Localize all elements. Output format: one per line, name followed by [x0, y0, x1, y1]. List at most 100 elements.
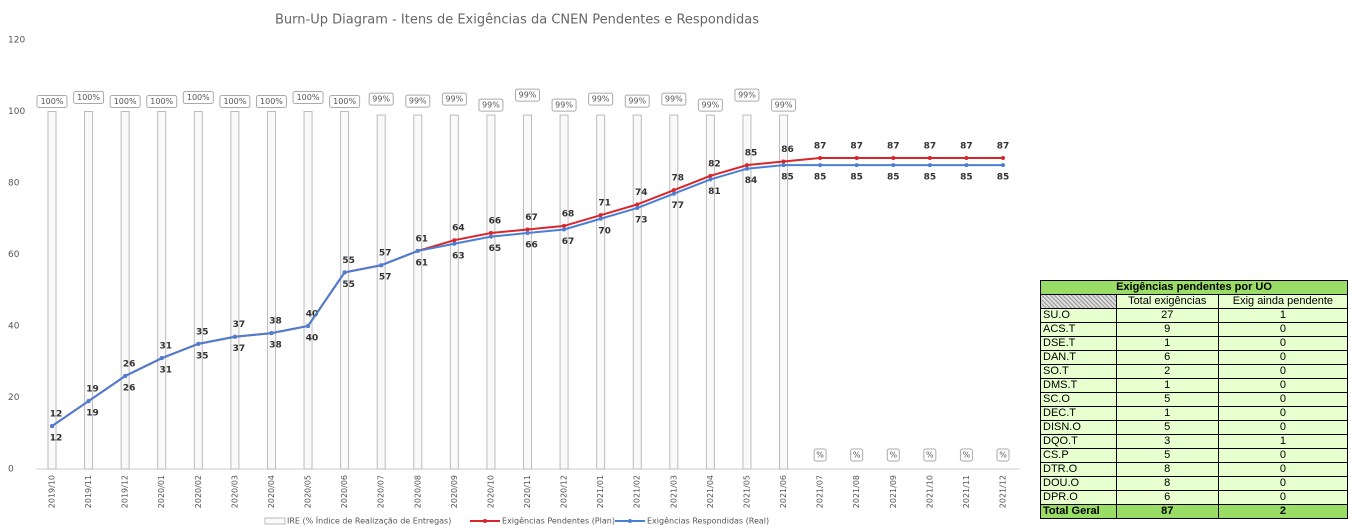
point: [781, 163, 786, 168]
legend-label: IRE (% Índice de Realização de Entregas): [287, 515, 451, 526]
point: [123, 374, 128, 379]
data-label: 87: [887, 141, 900, 151]
point: [342, 270, 347, 275]
x-tick-label: 2020/09: [450, 475, 459, 508]
table-cell: DISN.O: [1040, 420, 1117, 435]
table: Exigências pendentes por UO Total exigênc…: [1040, 280, 1349, 519]
x-tick-label: 2020/11: [523, 475, 532, 508]
point: [927, 155, 932, 160]
label-box: [850, 448, 864, 462]
point: [818, 163, 823, 168]
data-label: 40: [306, 310, 319, 320]
label-box: [515, 88, 540, 102]
table-row: Total Geral 87 2: [1040, 504, 1349, 519]
label-box: [146, 95, 178, 108]
table-cell: 8: [1115, 462, 1219, 477]
x-tick-label: 2019/10: [48, 475, 57, 508]
data-label: 70: [598, 226, 611, 236]
x-tick-label: 2021/04: [706, 475, 715, 508]
bar: [157, 111, 167, 470]
data-label: 12: [50, 434, 63, 444]
bar-label: %: [816, 451, 824, 460]
bar-label: 99%: [628, 97, 646, 106]
bar: [193, 111, 203, 470]
bar: [120, 111, 130, 470]
table-row: DISN.O 5 0: [1040, 420, 1349, 435]
table-row: DAN.T 6 0: [1040, 350, 1349, 365]
point: [818, 155, 823, 160]
table-cell: 5: [1115, 420, 1219, 435]
data-label: 78: [672, 174, 685, 184]
table-cell: DQO.T: [1040, 434, 1117, 449]
point: [196, 341, 201, 346]
bar-label: 100%: [297, 93, 320, 102]
label-box: [734, 88, 760, 102]
table-row: Total exigências Exig ainda pendente: [1040, 294, 1349, 309]
point: [635, 206, 640, 211]
point: [562, 223, 567, 228]
data-label: 57: [379, 249, 392, 259]
y-tick-label: 120: [8, 36, 25, 46]
label-box: [478, 98, 504, 112]
label-box: [959, 448, 973, 462]
x-tick-label: 2020/12: [560, 475, 569, 508]
data-label: 55: [342, 256, 355, 266]
data-label: 38: [269, 341, 282, 351]
label-box: [441, 92, 467, 106]
point: [635, 202, 640, 207]
table-cell: CS.P: [1040, 448, 1117, 463]
point: [488, 234, 493, 239]
data-label: 37: [233, 320, 246, 330]
bar: [413, 114, 423, 470]
x-tick-label: 2021/11: [962, 475, 971, 508]
point: [854, 155, 859, 160]
bar-label: 99%: [701, 101, 719, 110]
data-label: 61: [416, 234, 429, 244]
point: [598, 213, 603, 218]
table-cell: 1: [1217, 434, 1349, 449]
table-cell: DSE.T: [1040, 336, 1117, 351]
bar-label: 100%: [77, 93, 100, 102]
table-cell: SC.O: [1040, 392, 1117, 407]
header-cell: [1040, 294, 1117, 309]
point: [744, 163, 749, 168]
chart: Burn-Up Diagram - Itens de Exigências da…: [8, 13, 1020, 526]
x-tick-label: 2020/06: [340, 475, 349, 508]
table-cell: 3: [1115, 434, 1219, 449]
table-cell: 0: [1217, 490, 1349, 505]
table-cell: 0: [1217, 476, 1349, 491]
table-row: SC.O 5 0: [1040, 392, 1349, 407]
bar-label: %: [926, 451, 934, 460]
point: [86, 399, 91, 404]
table-cell: DAN.T: [1040, 350, 1117, 365]
table-cell: 1: [1115, 336, 1219, 351]
x-tick-label: 2020/08: [413, 475, 422, 508]
x-tick-label: 2020/05: [304, 475, 313, 508]
point: [927, 163, 932, 168]
x-tick-label: 2020/03: [230, 475, 239, 508]
x-tick-label: 2021/12: [999, 475, 1008, 508]
label-box: [813, 448, 827, 462]
table-cell: 0: [1217, 322, 1349, 337]
data-label: 87: [850, 141, 863, 151]
point: [671, 188, 676, 193]
table-row: Exigências pendentes por UO: [1040, 280, 1348, 295]
data-label: 85: [850, 173, 863, 183]
table-cell: 0: [1217, 406, 1349, 421]
data-label: 73: [635, 216, 648, 226]
table-row: SO.T 2 0: [1040, 364, 1349, 379]
y-tick-label: 100: [8, 107, 25, 117]
bar-label: 99%: [372, 95, 390, 104]
bar-label: 100%: [114, 97, 137, 106]
label-box: [329, 95, 361, 108]
data-label: 26: [123, 384, 136, 394]
label-box: [405, 94, 431, 108]
bar: [596, 114, 606, 470]
table-cell: 0: [1217, 420, 1349, 435]
table-cell: 0: [1217, 364, 1349, 379]
label-box: [771, 98, 797, 112]
total-cell: Total Geral: [1040, 504, 1117, 519]
point: [1001, 163, 1005, 168]
legend-swatch: [483, 519, 487, 523]
